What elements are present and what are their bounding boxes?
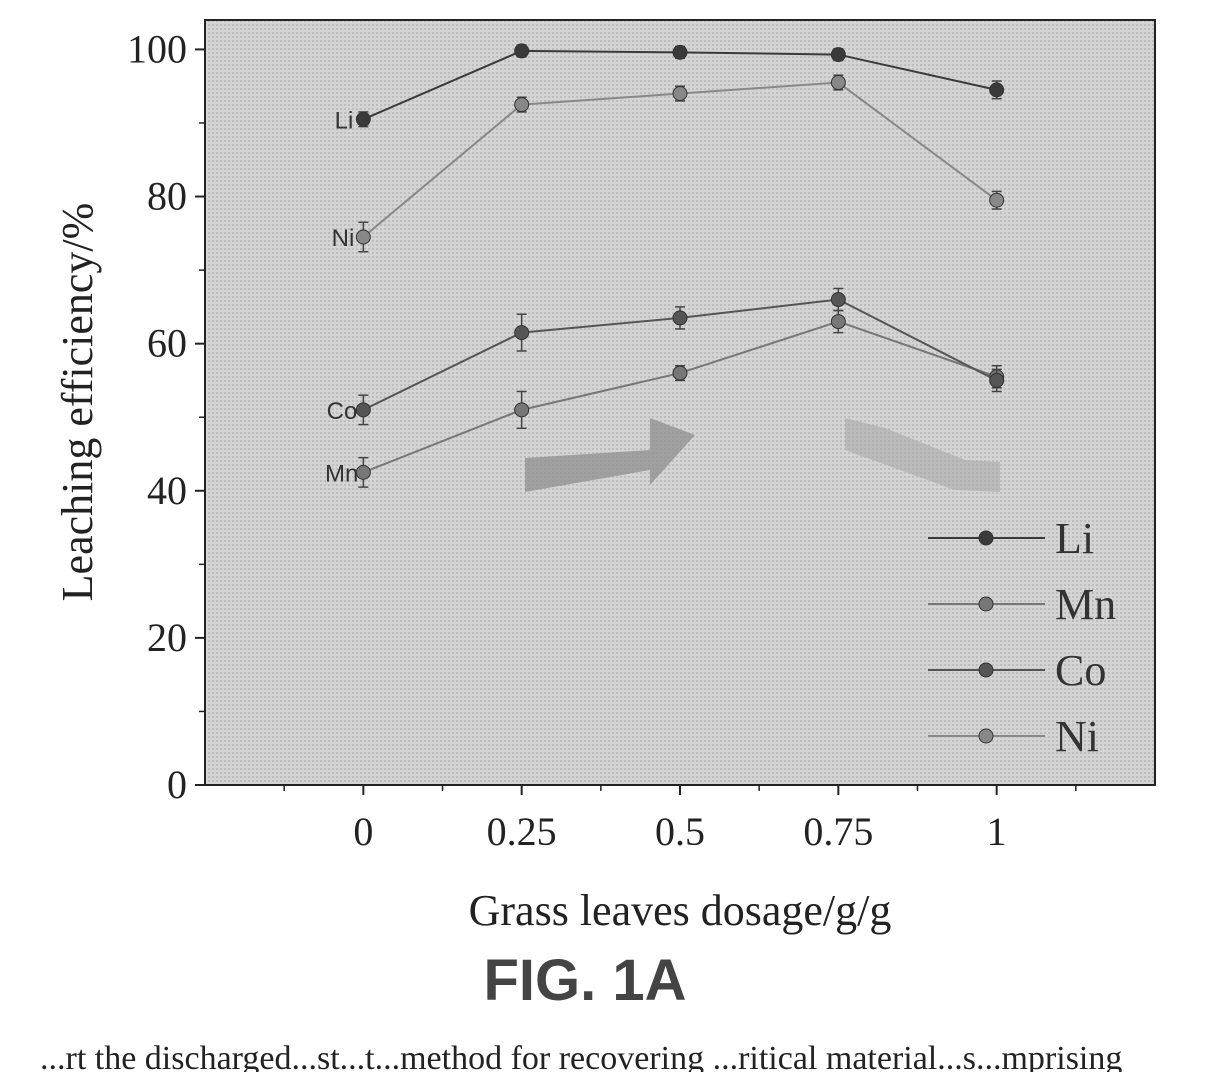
- increase-arrow: [525, 418, 695, 492]
- legend-item-ni: Ni: [928, 712, 1099, 761]
- legend-marker: [978, 530, 994, 546]
- figure-caption: FIG. 1A: [483, 948, 686, 1013]
- legend-item-co: Co: [928, 646, 1106, 695]
- axes: 0 20 40 60 80 100 0 0.25 0.5 0.75 1: [127, 26, 1077, 854]
- y-tick-label: 100: [127, 26, 187, 71]
- chart-figure: 0 20 40 60 80 100 0 0.25 0.5 0.75 1 Li Mn Co Ni Li Mn C…: [53, 19, 1156, 1013]
- y-tick-label: 40: [147, 468, 187, 513]
- series-inline-label-li: Li: [335, 107, 354, 134]
- y-axis-title: Leaching efficiency/%: [53, 203, 102, 602]
- x-axis-title: Grass leaves dosage/g/g: [469, 886, 892, 935]
- series-inline-label-co: Co: [327, 398, 358, 425]
- data-point: [355, 464, 371, 480]
- x-tick-label: 0.75: [803, 809, 873, 854]
- x-tick-label: 0: [353, 809, 373, 854]
- data-point: [989, 372, 1005, 388]
- data-point: [514, 43, 530, 59]
- data-point: [355, 229, 371, 245]
- series-co: Co: [327, 287, 1005, 426]
- series-inline-label-mn: Mn: [325, 460, 358, 487]
- body-text-fragment: ...rt the discharged...st...t...method f…: [40, 1040, 1123, 1072]
- data-point: [989, 192, 1005, 208]
- legend-item-li: Li: [928, 514, 1094, 563]
- data-point: [989, 82, 1005, 98]
- legend-label: Mn: [1055, 580, 1116, 629]
- legend-label: Li: [1055, 514, 1094, 563]
- data-point: [830, 75, 846, 91]
- series-li: Li: [335, 43, 1005, 134]
- data-point: [514, 402, 530, 418]
- x-tick-label: 0.5: [655, 809, 705, 854]
- legend: Li Mn Co Ni: [928, 514, 1116, 761]
- data-point: [830, 314, 846, 330]
- data-point: [355, 111, 371, 127]
- series-inline-label-ni: Ni: [332, 225, 355, 252]
- data-point: [672, 310, 688, 326]
- data-point: [830, 47, 846, 63]
- legend-marker: [978, 728, 994, 744]
- trend-arrows: [525, 418, 1000, 492]
- legend-label: Co: [1055, 646, 1106, 695]
- data-point: [830, 292, 846, 308]
- data-point: [672, 365, 688, 381]
- data-point: [514, 325, 530, 341]
- legend-marker: [978, 596, 994, 612]
- series-ni: Ni: [332, 74, 1005, 253]
- legend-marker: [978, 662, 994, 678]
- x-tick-label: 0.25: [487, 809, 557, 854]
- y-tick-label: 60: [147, 321, 187, 366]
- x-tick-label: 1: [987, 809, 1007, 854]
- data-point: [355, 402, 371, 418]
- legend-label: Ni: [1055, 712, 1099, 761]
- data-point: [514, 97, 530, 113]
- data-point: [672, 86, 688, 102]
- y-tick-label: 20: [147, 615, 187, 660]
- legend-item-mn: Mn: [928, 580, 1116, 629]
- y-tick-label: 80: [147, 174, 187, 219]
- data-point: [672, 44, 688, 60]
- decrease-arrow: [845, 418, 1000, 492]
- y-tick-label: 0: [167, 762, 187, 807]
- series-layer: Li Mn Co Ni: [325, 43, 1005, 488]
